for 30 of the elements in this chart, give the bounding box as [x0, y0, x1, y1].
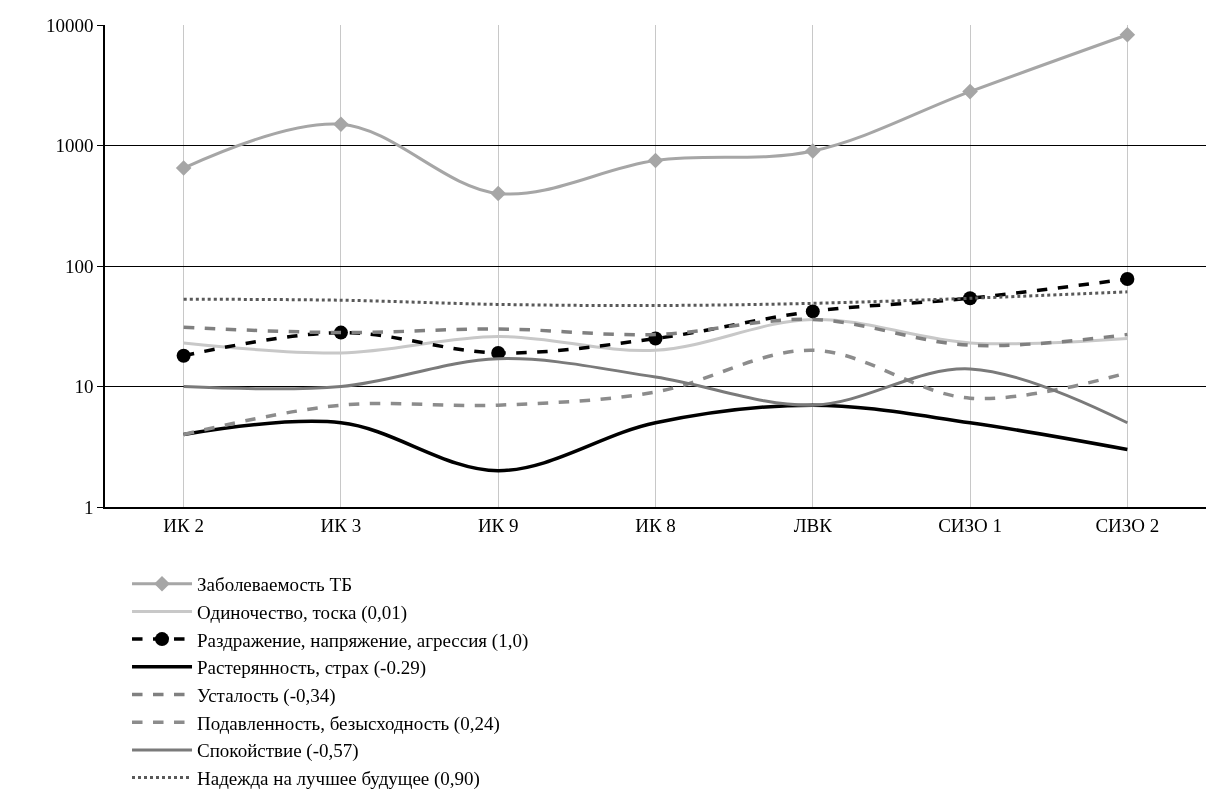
legend-label: Одиночество, тоска (0,01) [197, 601, 408, 624]
legend-label: Подавленность, безысходность (0,24) [197, 712, 500, 735]
x-tick-label: СИЗО 2 [1095, 514, 1160, 536]
y-tick-label: 10000 [45, 14, 94, 36]
y-tick-label: 1 [83, 496, 94, 518]
point [962, 83, 978, 100]
point [647, 152, 664, 169]
y-tick-label: 100 [64, 255, 94, 277]
point [1119, 26, 1136, 43]
legend-label: Спокойствие (-0,57) [197, 740, 359, 763]
point [490, 185, 507, 202]
x-tick-label: ИК 2 [163, 514, 204, 536]
x-tick-label: ИК 3 [320, 514, 362, 536]
point [176, 348, 191, 363]
y-tick-label: 1000 [55, 135, 94, 157]
point [1120, 272, 1135, 286]
legend-label: Заболеваемость ТБ [197, 574, 353, 596]
x-tick-label: ИК 9 [477, 514, 519, 536]
x-tick-label: ЛВК [793, 514, 833, 536]
point [804, 143, 821, 159]
x-tick-label: ИК 8 [635, 514, 676, 536]
point [333, 116, 349, 133]
legend-label: Раздражение, напряжение, агрессия (1,0) [197, 629, 529, 652]
point [175, 160, 192, 176]
y-tick-label: 10 [74, 376, 94, 398]
x-tick-label: СИЗО 1 [938, 514, 1003, 536]
legend-label: Усталость (-0,34) [197, 684, 336, 707]
point [805, 304, 820, 319]
legend-label: Надежда на лучшее будущее (0,90) [197, 768, 480, 790]
legend-label: Растерянность, страх (-0.29) [197, 657, 427, 680]
